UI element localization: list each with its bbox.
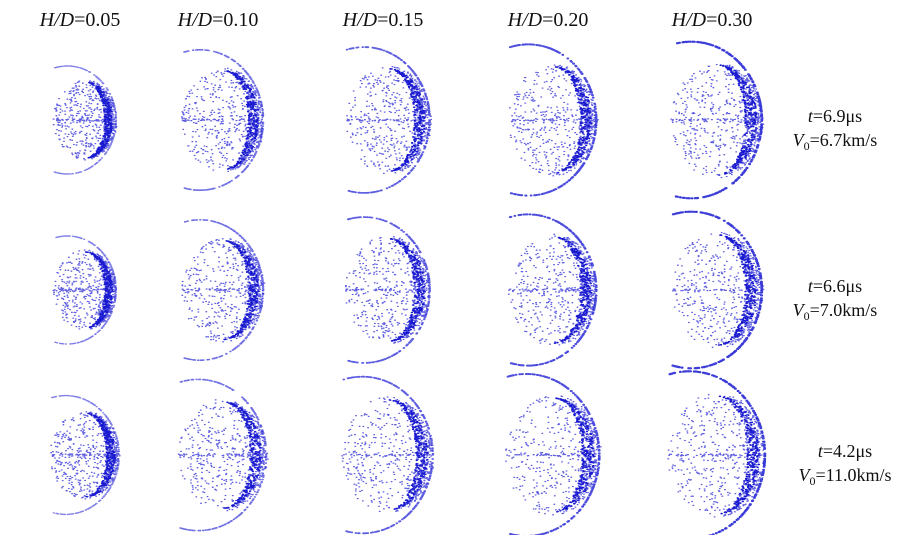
header-value: =0.05 bbox=[74, 9, 120, 31]
velocity-value: =6.7km/s bbox=[810, 130, 878, 150]
header-value: =0.20 bbox=[542, 9, 588, 31]
velocity-label: V0=7.0km/s bbox=[793, 300, 878, 323]
column-header: H/D=0.20 bbox=[507, 9, 589, 31]
header-param: H/D bbox=[671, 9, 707, 31]
time-value: =6.9μs bbox=[813, 106, 862, 126]
time-label: t=4.2μs bbox=[818, 441, 872, 461]
velocity-value: =11.0km/s bbox=[816, 465, 892, 485]
velocity-label: V0=11.0km/s bbox=[799, 465, 892, 488]
header-value: =0.30 bbox=[706, 9, 752, 31]
header-value: =0.15 bbox=[377, 9, 423, 31]
debris-front bbox=[224, 241, 259, 340]
header-param: H/D bbox=[39, 9, 75, 31]
velocity-label: V0=6.7km/s bbox=[793, 130, 878, 153]
debris-shell bbox=[670, 371, 766, 535]
header-param: H/D bbox=[177, 9, 213, 31]
time-value: =4.2μs bbox=[823, 441, 872, 461]
debris-cloud bbox=[51, 412, 120, 499]
debris-cloud bbox=[671, 65, 764, 178]
header-param: H/D bbox=[507, 9, 543, 31]
column-header: H/D=0.05 bbox=[39, 9, 121, 31]
debris-cloud bbox=[178, 400, 268, 511]
header-value: =0.10 bbox=[212, 9, 258, 31]
debris-cloud bbox=[506, 396, 601, 515]
column-header: H/D=0.30 bbox=[671, 9, 753, 31]
debris-cloud bbox=[342, 397, 434, 511]
velocity-value: =7.0km/s bbox=[810, 300, 878, 320]
column-header: H/D=0.15 bbox=[342, 9, 424, 31]
debris-cloud bbox=[510, 65, 599, 176]
time-label: t=6.6μs bbox=[808, 276, 862, 296]
time-label: t=6.9μs bbox=[808, 106, 862, 126]
header-param: H/D bbox=[342, 9, 378, 31]
figure: H/D=0.05H/D=0.10H/D=0.15H/D=0.20H/D=0.30… bbox=[0, 0, 907, 535]
column-header: H/D=0.10 bbox=[177, 9, 259, 31]
time-value: =6.6μs bbox=[813, 276, 862, 296]
debris-cloud bbox=[347, 67, 432, 174]
